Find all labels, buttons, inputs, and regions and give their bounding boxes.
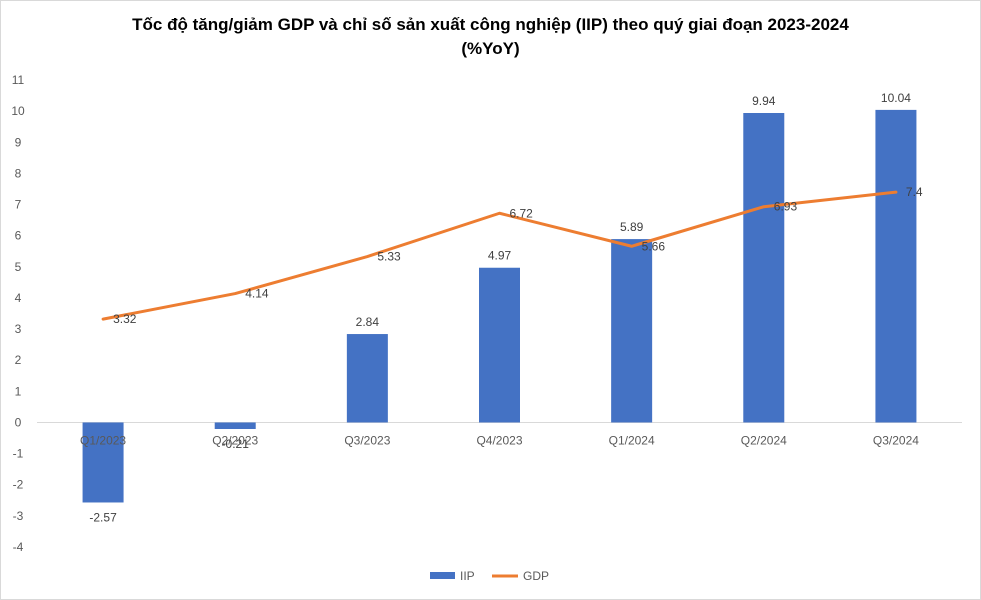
y-tick-label: -2 — [13, 478, 24, 492]
legend-iip-label: IIP — [460, 569, 475, 583]
iip-data-label: 9.94 — [752, 94, 776, 108]
iip-data-label: -0.21 — [222, 437, 250, 451]
iip-data-label: 10.04 — [881, 91, 911, 105]
gdp-data-label: 6.93 — [774, 200, 798, 214]
x-tick-label: Q3/2023 — [344, 433, 390, 447]
y-tick-label: -3 — [13, 509, 24, 523]
x-tick-label: Q2/2023 — [212, 433, 258, 447]
y-tick-label: -4 — [13, 540, 24, 554]
iip-data-label: -2.57 — [89, 510, 117, 524]
gdp-data-label: 6.72 — [510, 206, 534, 220]
iip-bar — [214, 422, 256, 430]
x-tick-label: Q3/2024 — [873, 433, 919, 447]
gdp-data-label: 5.66 — [642, 239, 666, 253]
y-tick-label: 11 — [12, 73, 25, 87]
y-tick-label: 5 — [15, 260, 22, 274]
gdp-data-label: 3.32 — [113, 312, 137, 326]
legend-iip-swatch — [430, 572, 455, 579]
chart-title-line1: Tốc độ tăng/giảm GDP và chỉ số sản xuất … — [132, 15, 849, 34]
iip-bar — [875, 109, 917, 423]
gdp-data-label: 5.33 — [377, 250, 401, 264]
y-tick-label: 9 — [15, 135, 22, 149]
gdp-data-label: 7.4 — [906, 185, 923, 199]
iip-data-label: 4.97 — [488, 249, 512, 263]
y-tick-label: -1 — [13, 447, 24, 461]
y-tick-label: 6 — [15, 229, 22, 243]
x-tick-label: Q2/2024 — [741, 433, 787, 447]
y-tick-label: 8 — [15, 166, 22, 180]
iip-bar — [743, 113, 785, 423]
iip-bar — [479, 267, 520, 423]
iip-bar — [611, 239, 653, 423]
x-tick-label: Q4/2023 — [476, 433, 522, 447]
y-tick-label: 4 — [15, 291, 22, 305]
iip-data-label: 5.89 — [620, 220, 644, 234]
x-tick-label: Q1/2023 — [80, 433, 126, 447]
y-tick-label: 1 — [15, 384, 22, 398]
iip-bar — [82, 422, 124, 503]
y-tick-label: 2 — [15, 353, 22, 367]
y-tick-label: 7 — [15, 198, 22, 212]
chart-title: Tốc độ tăng/giảm GDP và chỉ số sản xuất … — [0, 13, 981, 61]
chart-subtitle: (%YoY) — [461, 39, 520, 58]
iip-data-label: 2.84 — [356, 315, 380, 329]
x-tick-label: Q1/2024 — [609, 433, 655, 447]
iip-bar — [346, 334, 388, 423]
legend-gdp-label: GDP — [523, 569, 549, 583]
y-tick-label: 0 — [15, 415, 22, 429]
gdp-line — [101, 190, 898, 321]
y-tick-label: 10 — [11, 104, 25, 118]
gdp-data-label: 4.14 — [245, 287, 269, 301]
y-tick-label: 3 — [15, 322, 22, 336]
